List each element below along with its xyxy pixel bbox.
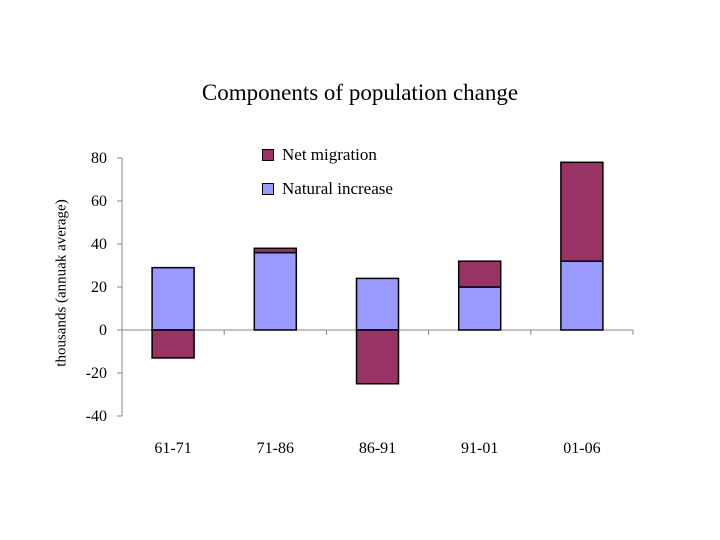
legend-item-net-migration: Net migration bbox=[262, 145, 377, 165]
y-tick-label: 0 bbox=[99, 322, 107, 339]
legend-item-natural-increase: Natural increase bbox=[262, 179, 393, 199]
x-tick-label: 01-06 bbox=[563, 440, 600, 457]
legend-swatch-natural-increase bbox=[262, 183, 274, 195]
y-tick-label: 20 bbox=[91, 279, 107, 296]
bar-net-migration-86-91 bbox=[355, 329, 400, 385]
y-tick-label: 80 bbox=[91, 150, 107, 167]
y-tick-label: 60 bbox=[91, 193, 107, 210]
bar-natural-increase-61-71 bbox=[151, 266, 195, 331]
bar-net-migration-01-06 bbox=[560, 161, 604, 262]
y-tick-label: -40 bbox=[86, 408, 107, 425]
bar-net-migration-61-71 bbox=[151, 329, 195, 359]
legend-label-net-migration: Net migration bbox=[282, 145, 377, 164]
bar-natural-increase-01-06 bbox=[560, 260, 604, 331]
bar-net-migration-91-01 bbox=[457, 260, 502, 288]
bar-natural-increase-91-01 bbox=[457, 286, 502, 331]
x-tick-label: 71-86 bbox=[257, 440, 294, 457]
y-tick-label: 40 bbox=[91, 236, 107, 253]
bar-natural-increase-86-91 bbox=[355, 277, 400, 331]
y-tick-label: -20 bbox=[86, 365, 107, 382]
bar-natural-increase-71-86 bbox=[253, 251, 298, 331]
legend-label-natural-increase: Natural increase bbox=[282, 179, 393, 198]
x-tick-label: 91-01 bbox=[461, 440, 498, 457]
x-tick-label: 61-71 bbox=[154, 440, 191, 457]
bar-net-migration-71-86 bbox=[253, 247, 298, 254]
x-tick-label: 86-91 bbox=[359, 440, 396, 457]
legend-swatch-net-migration bbox=[262, 149, 274, 161]
chart-title: Components of population change bbox=[201, 80, 519, 105]
